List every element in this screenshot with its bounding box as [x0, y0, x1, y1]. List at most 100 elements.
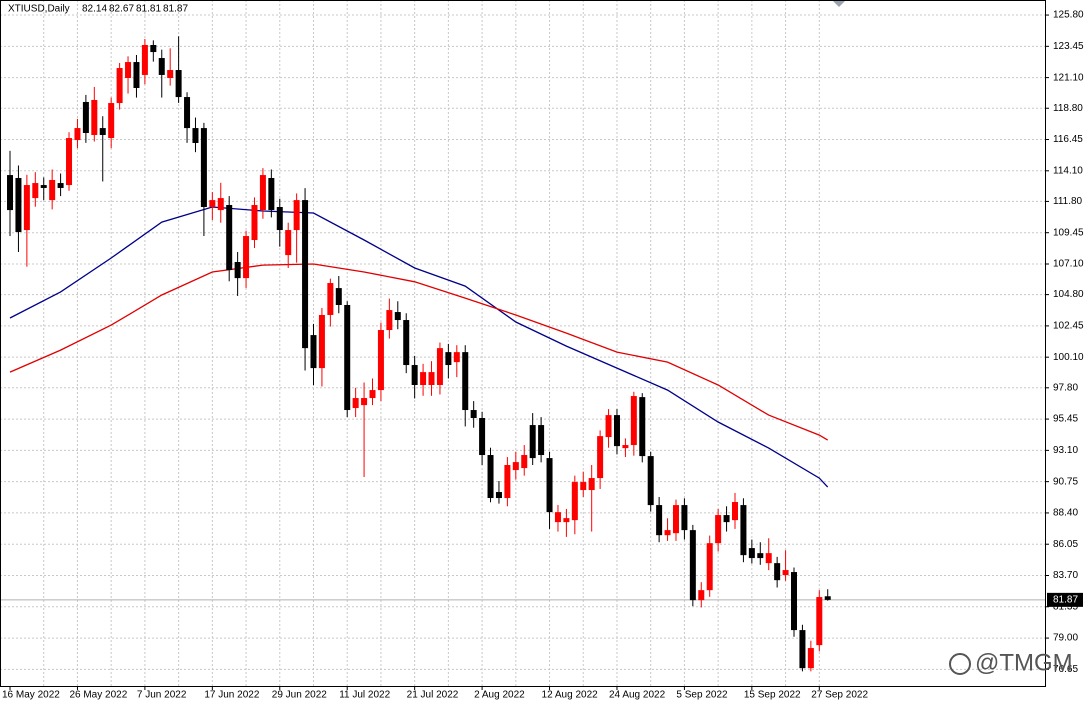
- y-tick-label: 95.45: [1053, 414, 1078, 425]
- candle-body: [453, 352, 460, 363]
- candle-body: [91, 99, 98, 135]
- candle-body: [512, 462, 519, 471]
- candle-body: [816, 597, 823, 646]
- x-tick-label: 15 Sep 2022: [744, 690, 801, 701]
- x-tick-label: 24 Aug 2022: [609, 690, 666, 701]
- candle-body: [782, 570, 789, 576]
- candle-body: [807, 648, 814, 669]
- candle-body: [411, 365, 418, 386]
- y-tick-label: 121.10: [1053, 72, 1084, 83]
- candle-body: [7, 175, 14, 211]
- candle-body: [462, 352, 469, 411]
- candle-body: [200, 128, 207, 208]
- candle-body: [748, 548, 755, 559]
- candle-body: [672, 505, 679, 534]
- candle-body: [723, 515, 730, 523]
- candle-body: [133, 62, 140, 88]
- header-ohlc-value: 82.14: [82, 4, 107, 15]
- candle-body: [82, 101, 89, 133]
- watermark: @TMGM: [975, 649, 1073, 676]
- candle-body: [361, 398, 368, 406]
- candle-body: [32, 183, 39, 199]
- candle-body: [428, 372, 435, 386]
- header-ohlc-value: 81.81: [136, 4, 161, 15]
- y-tick-label: 125.80: [1053, 10, 1084, 21]
- candle-body: [217, 198, 224, 211]
- candle-body: [302, 200, 309, 349]
- ohlc-header: 82.14 82.67 81.81 81.87: [82, 4, 188, 15]
- candle-body: [49, 179, 56, 201]
- candle-body: [487, 455, 494, 499]
- watermark-group: @TMGM: [949, 649, 1073, 676]
- candle-body: [799, 630, 806, 669]
- candle-body: [394, 312, 401, 321]
- candle-body: [774, 563, 781, 581]
- candle-body: [259, 175, 266, 211]
- y-tick-label: 83.70: [1053, 570, 1078, 581]
- candle-body: [369, 390, 376, 399]
- y-tick-label: 88.40: [1053, 508, 1078, 519]
- candle-body: [318, 314, 325, 369]
- candle-body: [436, 348, 443, 386]
- candle-body: [740, 505, 747, 556]
- y-tick-label: 111.80: [1053, 196, 1083, 207]
- x-tick-label: 11 Jul 2022: [339, 690, 390, 701]
- y-tick-label: 102.45: [1053, 321, 1084, 332]
- candle-body: [529, 425, 536, 459]
- candle-body: [630, 396, 637, 446]
- x-tick-label: 16 May 2022: [2, 690, 60, 701]
- candle-body: [698, 590, 705, 601]
- candle-body: [327, 283, 334, 315]
- candle-body: [791, 572, 798, 631]
- candle-body: [664, 530, 671, 536]
- candle-body: [234, 261, 241, 279]
- candle-body: [184, 97, 191, 129]
- candle-body: [681, 505, 688, 531]
- candle-body: [470, 410, 477, 419]
- candle-body: [386, 310, 393, 331]
- candle-body: [251, 205, 258, 241]
- candle-body: [647, 456, 654, 506]
- candle-body: [765, 553, 772, 564]
- candle-body: [546, 458, 553, 513]
- candle-body: [209, 200, 216, 208]
- candle-body: [158, 58, 165, 75]
- x-tick-label: 12 Aug 2022: [542, 690, 599, 701]
- candle-body: [571, 482, 578, 521]
- candle-body: [192, 128, 199, 143]
- candle-body: [99, 128, 106, 135]
- candle-body: [605, 415, 612, 438]
- price-label: 81.87: [1053, 595, 1078, 606]
- candle-body: [757, 553, 764, 559]
- y-tick-label: 109.45: [1053, 227, 1084, 238]
- candle-body: [656, 505, 663, 536]
- y-tick-label: 81.35: [1053, 601, 1078, 612]
- candle-body: [285, 230, 292, 256]
- y-tick-label: 93.10: [1053, 445, 1078, 456]
- candle-body: [597, 436, 604, 479]
- watermark-logo: [949, 653, 971, 675]
- y-tick-label: 97.80: [1053, 382, 1078, 393]
- candle-body: [639, 397, 646, 457]
- candle-body: [23, 185, 30, 231]
- y-tick-label: 90.75: [1053, 476, 1078, 487]
- header-ohlc-value: 81.87: [163, 4, 188, 15]
- candle-body: [125, 62, 132, 79]
- plot-border: [0, 0, 1046, 687]
- candle-body: [293, 200, 300, 231]
- candle-body: [588, 478, 595, 491]
- y-tick-label: 116.45: [1053, 134, 1083, 145]
- y-tick-label: 76.65: [1053, 664, 1078, 675]
- candle-body: [344, 304, 351, 411]
- candle-body: [563, 518, 570, 523]
- candle-body: [116, 68, 123, 104]
- y-tick-label: 118.80: [1053, 103, 1083, 114]
- candle-body: [377, 330, 384, 391]
- candle-body: [74, 128, 81, 141]
- y-tick-label: 100.10: [1053, 352, 1084, 363]
- candle-body: [715, 515, 722, 544]
- x-tick-label: 27 Sep 2022: [811, 690, 868, 701]
- candle-body: [175, 70, 182, 98]
